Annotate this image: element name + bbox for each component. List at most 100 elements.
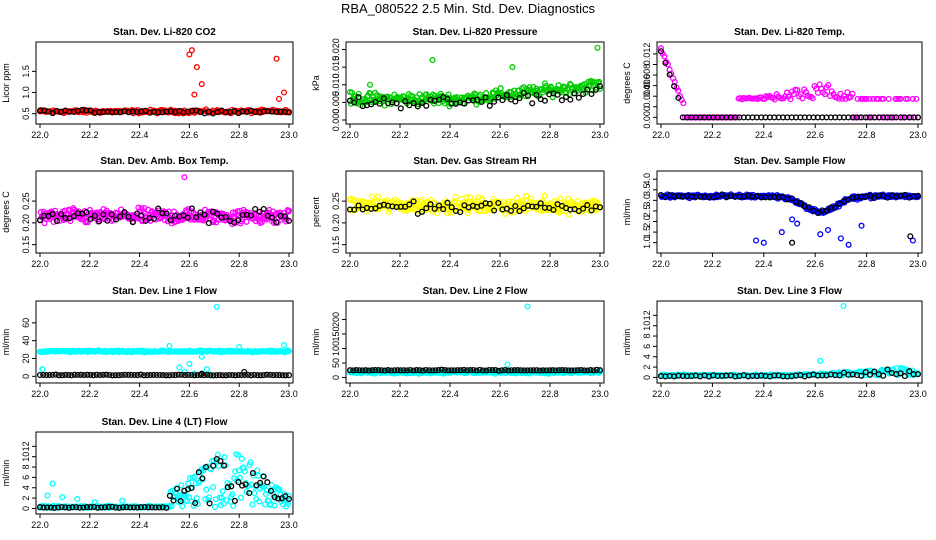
data-point-cyan (237, 494, 244, 501)
data-point-black (235, 479, 242, 486)
data-point-black (483, 367, 490, 374)
x-tick-label: 22.6 (181, 520, 199, 530)
data-point-cyan (218, 494, 225, 501)
data-point-black (448, 367, 455, 374)
y-tick-label: 0.012 (642, 43, 652, 66)
data-point-yellow (527, 195, 534, 202)
data-point-black (222, 372, 230, 379)
y-tick-label: 100 (331, 341, 341, 356)
x-tick-label: 22.2 (81, 520, 99, 530)
data-point-black (100, 211, 107, 218)
data-point-cyan (177, 492, 184, 499)
data-point-black (232, 372, 239, 379)
data-point-black (486, 200, 493, 207)
data-point-black (68, 372, 75, 379)
data-point-black (191, 372, 198, 379)
data-point-black (457, 367, 464, 374)
data-point-cyan (119, 497, 126, 504)
data-point-black (109, 503, 116, 510)
plot-frame (656, 41, 923, 125)
data-point-black (36, 371, 44, 379)
data-point-black (285, 217, 293, 224)
data-point-black (423, 102, 430, 109)
y-tick-label: 2 (21, 496, 31, 501)
data-point-black (555, 367, 562, 374)
data-point-black (397, 105, 404, 112)
x-tick-label: 22.0 (31, 130, 49, 140)
data-point-black (914, 192, 922, 199)
data-point-cyan (247, 459, 254, 466)
data-point-black (512, 202, 519, 210)
data-point-black (832, 204, 839, 211)
panel-5: Stan. Dev. Gas Stream RH percent 22.0 22.2 2… (311, 156, 609, 269)
data-point-black (282, 372, 289, 379)
data-point-cyan (504, 361, 511, 368)
data-point-black (505, 367, 512, 374)
x-tick-label: 22.4 (131, 389, 149, 399)
data-point-magenta (825, 82, 832, 89)
data-point-black (198, 370, 205, 377)
data-point-black (482, 94, 489, 101)
data-point-black (241, 371, 248, 378)
data-point-black (99, 371, 107, 378)
x-tick-label: 22.4 (755, 130, 773, 140)
panel-title: Stan. Dev. Line 4 (LT) Flow (102, 417, 228, 428)
x-tick-label: 23.0 (909, 389, 927, 399)
data-point-black (276, 372, 283, 379)
data-point-black (416, 367, 423, 374)
x-tick-label: 22.6 (491, 130, 509, 140)
data-point-black (188, 371, 195, 379)
data-point-black (242, 481, 249, 488)
x-tick-label: 22.6 (806, 389, 824, 399)
y-tick-label: 0.15 (21, 236, 31, 254)
data-point-blue (753, 237, 760, 244)
data-point-black (391, 367, 398, 374)
data-point-yellow (368, 193, 376, 200)
data-point-black (414, 103, 421, 110)
panel-3: Stan. Dev. Li-820 Temp. degrees C 22.0 22.2… (622, 27, 927, 140)
data-point-black (131, 371, 138, 379)
data-point-black (479, 367, 486, 374)
data-point-black (263, 371, 270, 378)
data-point-black (175, 371, 182, 378)
data-point-magenta (844, 89, 851, 96)
data-point-black (380, 95, 387, 102)
data-point-black (375, 367, 382, 374)
data-point-red (275, 95, 283, 102)
y-tick-label: 3.5 (642, 184, 652, 197)
data-point-black (593, 366, 600, 373)
x-tick-label: 22.0 (652, 130, 670, 140)
data-point-black (199, 475, 206, 482)
x-tick-label: 22.4 (131, 520, 149, 530)
data-point-black (814, 209, 821, 217)
data-point-magenta (243, 218, 250, 225)
x-tick-label: 22.8 (230, 130, 248, 140)
x-tick-label: 22.6 (806, 259, 824, 269)
y-tick-label: 4 (642, 354, 652, 359)
data-point-black (156, 504, 163, 511)
data-point-black (188, 205, 195, 212)
data-point-black (247, 212, 255, 219)
data-point-black (193, 214, 200, 221)
data-point-black (228, 483, 235, 490)
data-point-black (897, 370, 904, 377)
data-point-black (58, 503, 65, 511)
data-point-black (195, 469, 202, 476)
data-point-black (568, 367, 575, 374)
data-point-black (101, 504, 109, 511)
y-axis-label: ml/min (622, 329, 632, 356)
panel-title: Stan. Dev. Line 3 Flow (737, 286, 842, 297)
data-point-black (675, 94, 682, 101)
data-point-black (435, 202, 443, 209)
data-point-black (103, 371, 110, 378)
data-point-black (152, 504, 159, 511)
data-point-black (264, 479, 271, 486)
data-point-black (372, 367, 379, 374)
data-point-black (148, 504, 155, 511)
plot-frame (35, 170, 294, 254)
data-point-black (486, 102, 493, 109)
data-point-cyan (74, 496, 81, 503)
data-point-black (444, 95, 451, 102)
y-tick-label: 0 (331, 375, 341, 380)
